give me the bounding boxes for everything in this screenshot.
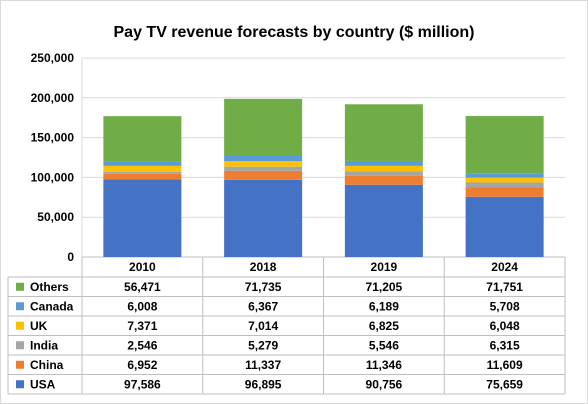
legend-key [16, 341, 24, 350]
x-category-label: 2010 [129, 260, 156, 274]
x-category-label: 2024 [491, 260, 518, 274]
y-tick-label: 100,000 [31, 170, 75, 184]
bar-segment [465, 116, 544, 174]
legend-label: UK [30, 319, 48, 333]
legend-key [16, 321, 24, 330]
data-label: 5,546 [369, 338, 399, 352]
data-label: 11,337 [245, 358, 281, 372]
data-label: 7,371 [127, 319, 157, 333]
data-label: 71,735 [245, 280, 282, 294]
data-label: 2,546 [127, 338, 157, 352]
bar-segment [224, 166, 303, 171]
bar-segment [224, 170, 303, 180]
chart-title: Pay TV revenue forecasts by country ($ m… [113, 24, 475, 41]
bar-segment [344, 184, 423, 257]
data-label: 75,659 [486, 377, 523, 391]
data-label: 97,586 [124, 377, 161, 391]
y-tick-label: 250,000 [31, 51, 75, 65]
bar-segment [344, 160, 423, 166]
y-tick-label: 0 [67, 250, 74, 264]
data-label: 6,008 [127, 299, 157, 313]
bar-segment [344, 171, 423, 176]
bar-segment [224, 155, 303, 162]
bar-segment [103, 161, 182, 166]
data-label: 5,279 [248, 338, 278, 352]
data-label: 6,367 [248, 299, 278, 313]
legend-key [16, 282, 24, 291]
legend-key [16, 360, 24, 369]
x-category-label: 2019 [371, 260, 398, 274]
bar-segment [103, 171, 182, 174]
data-label: 11,346 [366, 358, 402, 372]
y-tick-label: 150,000 [31, 131, 75, 145]
data-label: 71,751 [486, 280, 523, 294]
legend-label: Canada [30, 299, 74, 313]
x-category-label: 2018 [250, 260, 277, 274]
bar-segment [344, 175, 423, 185]
legend-label: Others [30, 280, 69, 294]
legend-label: China [30, 358, 64, 372]
bar-segment [344, 165, 423, 172]
data-label: 6,315 [490, 338, 520, 352]
bar-segment [465, 182, 544, 188]
data-label: 90,756 [366, 377, 403, 391]
bar-segment [224, 161, 303, 167]
data-label: 56,471 [124, 280, 161, 294]
data-label: 6,952 [127, 358, 157, 372]
bar-segment [103, 165, 182, 172]
data-label: 11,609 [487, 358, 523, 372]
legend-label: USA [30, 377, 56, 391]
bar-segment [103, 173, 182, 180]
data-label: 96,895 [245, 377, 282, 391]
legend-key [16, 302, 24, 311]
bar-segment [103, 116, 182, 162]
legend-label: India [30, 338, 58, 352]
data-label: 6,048 [490, 319, 520, 333]
bar-segment [465, 187, 544, 197]
data-label: 6,189 [369, 299, 399, 313]
bar-segment [465, 173, 544, 178]
y-tick-label: 50,000 [37, 210, 74, 224]
y-tick-label: 200,000 [31, 91, 75, 105]
bar-segment [224, 98, 303, 156]
bar-segment [344, 104, 423, 161]
data-label: 7,014 [248, 319, 278, 333]
bar-segment [224, 179, 303, 257]
data-label: 6,825 [369, 319, 399, 333]
data-label: 5,708 [490, 299, 520, 313]
legend-key [16, 380, 24, 389]
data-label: 71,205 [366, 280, 403, 294]
bar-segment [465, 196, 544, 257]
bar-segment [103, 179, 182, 257]
bar-segment [465, 177, 544, 183]
